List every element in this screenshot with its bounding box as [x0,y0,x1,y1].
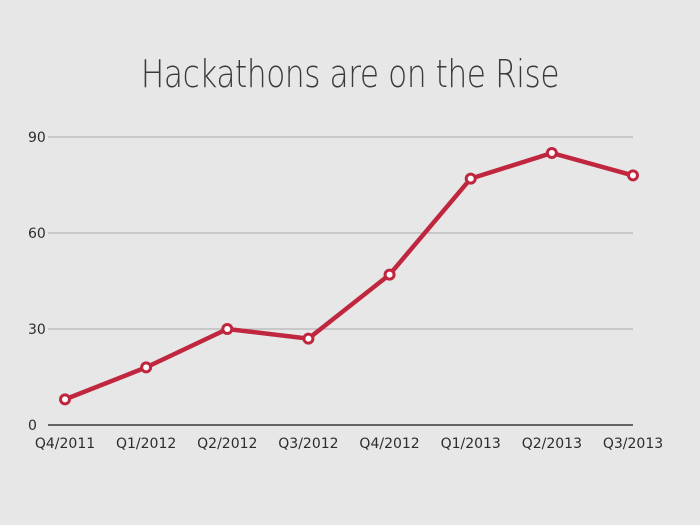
x-tick-label: Q4/2012 [359,436,419,452]
data-point [627,169,639,182]
y-axis-ticks: 0 30 60 90 [28,130,46,434]
x-tick-label: Q4/2011 [35,436,95,452]
x-tick-label: Q2/2012 [197,436,257,452]
data-point [140,361,153,374]
data-point [545,147,558,159]
y-tick-label: 0 [28,418,37,434]
chart-title: Hackathons are on the Rise [140,52,560,96]
y-tick-label: 90 [28,130,46,146]
gridlines [48,136,633,330]
x-tick-label: Q2/2013 [522,436,582,452]
data-point [383,268,396,281]
y-tick-label: 60 [28,226,46,242]
x-tick-label: Q3/2013 [603,436,663,452]
y-tick-label: 30 [28,322,46,338]
x-tick-label: Q1/2012 [116,436,176,452]
data-point [302,332,315,345]
series-layer [59,147,639,406]
x-tick-label: Q3/2012 [278,436,338,452]
series-line [62,150,636,402]
data-point [59,393,71,406]
data-point [464,172,477,185]
x-axis-ticks: Q4/2011 Q1/2012 Q2/2012 Q3/2012 Q4/2012 Q1/20… [35,436,663,452]
x-tick-label: Q1/2013 [441,436,501,452]
data-point [221,323,234,335]
